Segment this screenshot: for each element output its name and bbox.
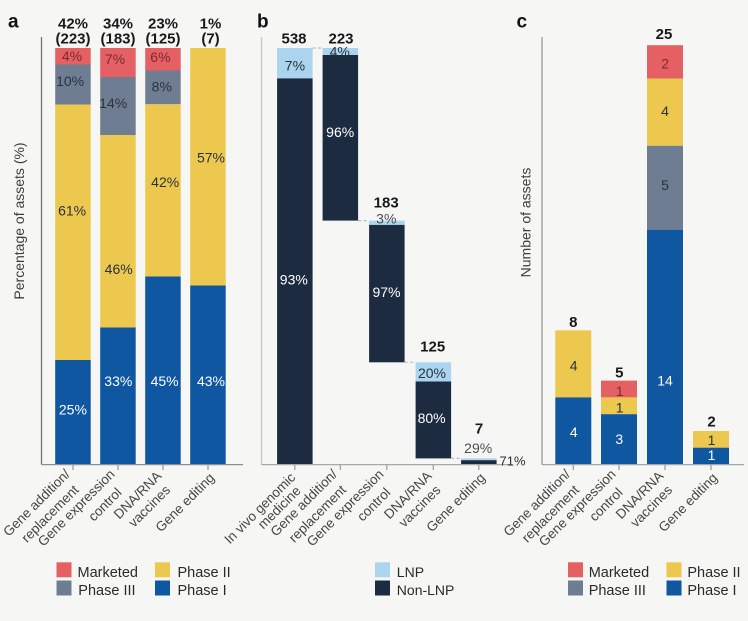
svg-text:42%: 42% [151, 174, 179, 190]
svg-text:LNP: LNP [397, 564, 424, 580]
svg-text:125: 125 [420, 338, 445, 355]
svg-text:4: 4 [570, 424, 578, 440]
svg-text:20%: 20% [418, 365, 446, 381]
svg-text:a: a [8, 11, 19, 32]
svg-text:71%: 71% [500, 453, 526, 468]
svg-text:14: 14 [657, 372, 673, 388]
svg-text:4: 4 [661, 103, 669, 119]
svg-text:7%: 7% [105, 51, 125, 67]
svg-text:223: 223 [328, 31, 353, 48]
svg-text:46%: 46% [105, 261, 133, 277]
svg-text:25: 25 [656, 26, 673, 43]
svg-text:14%: 14% [99, 95, 127, 111]
svg-text:57%: 57% [197, 150, 225, 166]
svg-text:3: 3 [615, 431, 623, 447]
svg-text:(223): (223) [55, 31, 90, 48]
svg-text:(7): (7) [201, 31, 219, 48]
svg-text:Phase II: Phase II [687, 565, 740, 581]
svg-text:Phase III: Phase III [78, 583, 135, 599]
svg-text:5: 5 [615, 365, 623, 382]
svg-text:Non-LNP: Non-LNP [397, 582, 455, 598]
svg-text:8%: 8% [152, 79, 172, 95]
svg-text:b: b [257, 11, 269, 32]
svg-text:2: 2 [707, 414, 715, 431]
svg-text:1: 1 [616, 400, 624, 416]
svg-text:43%: 43% [197, 373, 225, 389]
svg-text:6%: 6% [150, 49, 170, 65]
svg-text:29%: 29% [464, 440, 492, 456]
svg-text:4%: 4% [330, 44, 350, 60]
svg-text:96%: 96% [326, 124, 354, 140]
svg-text:Phase I: Phase I [178, 583, 227, 599]
svg-text:Percentage of assets (%): Percentage of assets (%) [11, 142, 27, 299]
svg-text:97%: 97% [372, 284, 400, 300]
svg-text:45%: 45% [151, 373, 179, 389]
svg-text:(125): (125) [145, 31, 180, 48]
svg-text:1%: 1% [200, 16, 222, 33]
svg-text:Marketed: Marketed [589, 565, 649, 581]
svg-text:61%: 61% [58, 203, 86, 219]
svg-text:4: 4 [570, 358, 578, 374]
svg-text:Phase III: Phase III [589, 583, 646, 599]
svg-text:1: 1 [616, 383, 624, 399]
svg-text:Marketed: Marketed [78, 565, 138, 581]
svg-text:34%: 34% [103, 16, 133, 33]
svg-text:7: 7 [475, 421, 483, 438]
svg-text:42%: 42% [58, 16, 88, 33]
svg-text:Number of assets: Number of assets [518, 168, 534, 278]
svg-text:10%: 10% [56, 73, 84, 89]
svg-text:1: 1 [708, 432, 716, 448]
svg-text:33%: 33% [104, 373, 132, 389]
svg-text:7%: 7% [285, 57, 305, 73]
svg-text:1: 1 [708, 447, 716, 463]
svg-text:(183): (183) [100, 31, 135, 48]
svg-text:2: 2 [661, 56, 669, 72]
svg-text:93%: 93% [280, 272, 308, 288]
svg-text:80%: 80% [418, 410, 446, 426]
svg-text:183: 183 [374, 194, 399, 211]
svg-text:c: c [517, 11, 528, 32]
svg-text:538: 538 [281, 31, 306, 48]
svg-text:23%: 23% [148, 16, 178, 33]
svg-text:Phase II: Phase II [178, 565, 231, 581]
svg-text:25%: 25% [59, 401, 87, 417]
svg-text:5: 5 [661, 177, 669, 193]
svg-text:Phase I: Phase I [687, 583, 736, 599]
svg-text:8: 8 [569, 314, 577, 331]
svg-text:4%: 4% [62, 48, 82, 64]
svg-text:3%: 3% [376, 211, 396, 227]
